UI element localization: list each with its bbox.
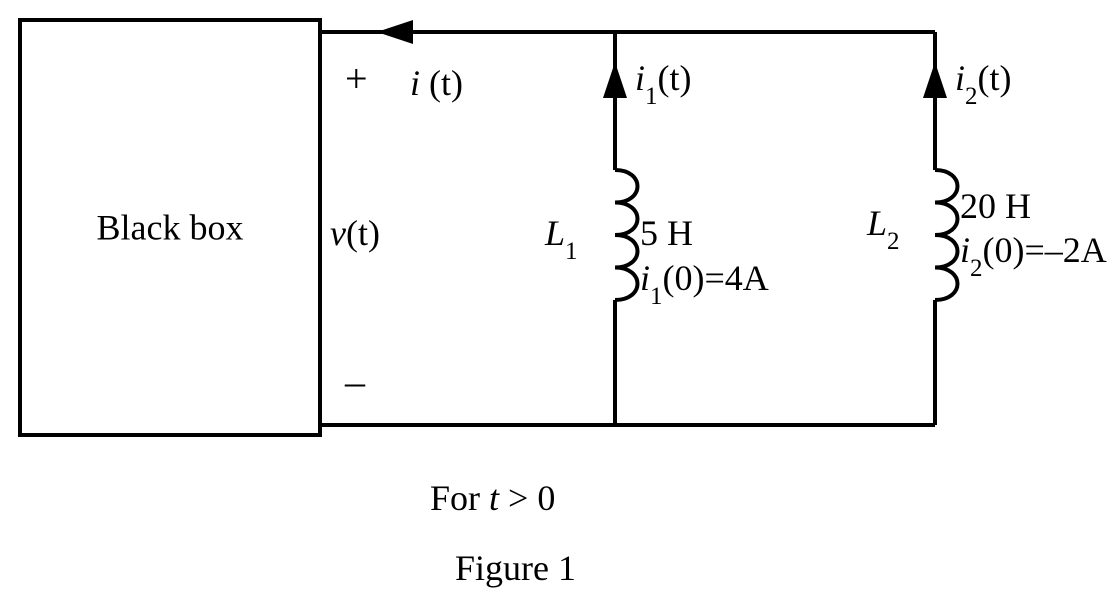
caption-for: For t > 0 xyxy=(430,478,555,518)
caption-figure: Figure 1 xyxy=(455,548,576,588)
label-i2-init: i2(0)=–2A xyxy=(960,230,1107,282)
label-L1-value: 5 H xyxy=(640,213,693,253)
inductor-L2 xyxy=(935,170,958,300)
label-i2: i2(t) xyxy=(955,58,1012,110)
label-i: i (t) xyxy=(410,63,463,103)
polarity-plus: + xyxy=(345,56,368,101)
black-box-label: Black box xyxy=(97,208,244,248)
inductor-L1 xyxy=(615,170,638,300)
arrow-i1 xyxy=(603,62,627,98)
label-i1: i1(t) xyxy=(635,58,692,110)
label-L2-value: 20 H xyxy=(960,186,1031,226)
label-L1: L1 xyxy=(544,213,578,265)
polarity-minus: – xyxy=(344,359,366,404)
label-v: v(t) xyxy=(330,213,380,253)
arrow-i2 xyxy=(923,62,947,98)
label-L2: L2 xyxy=(866,203,900,255)
arrow-i xyxy=(377,20,413,44)
label-i1-init: i1(0)=4A xyxy=(640,258,769,310)
